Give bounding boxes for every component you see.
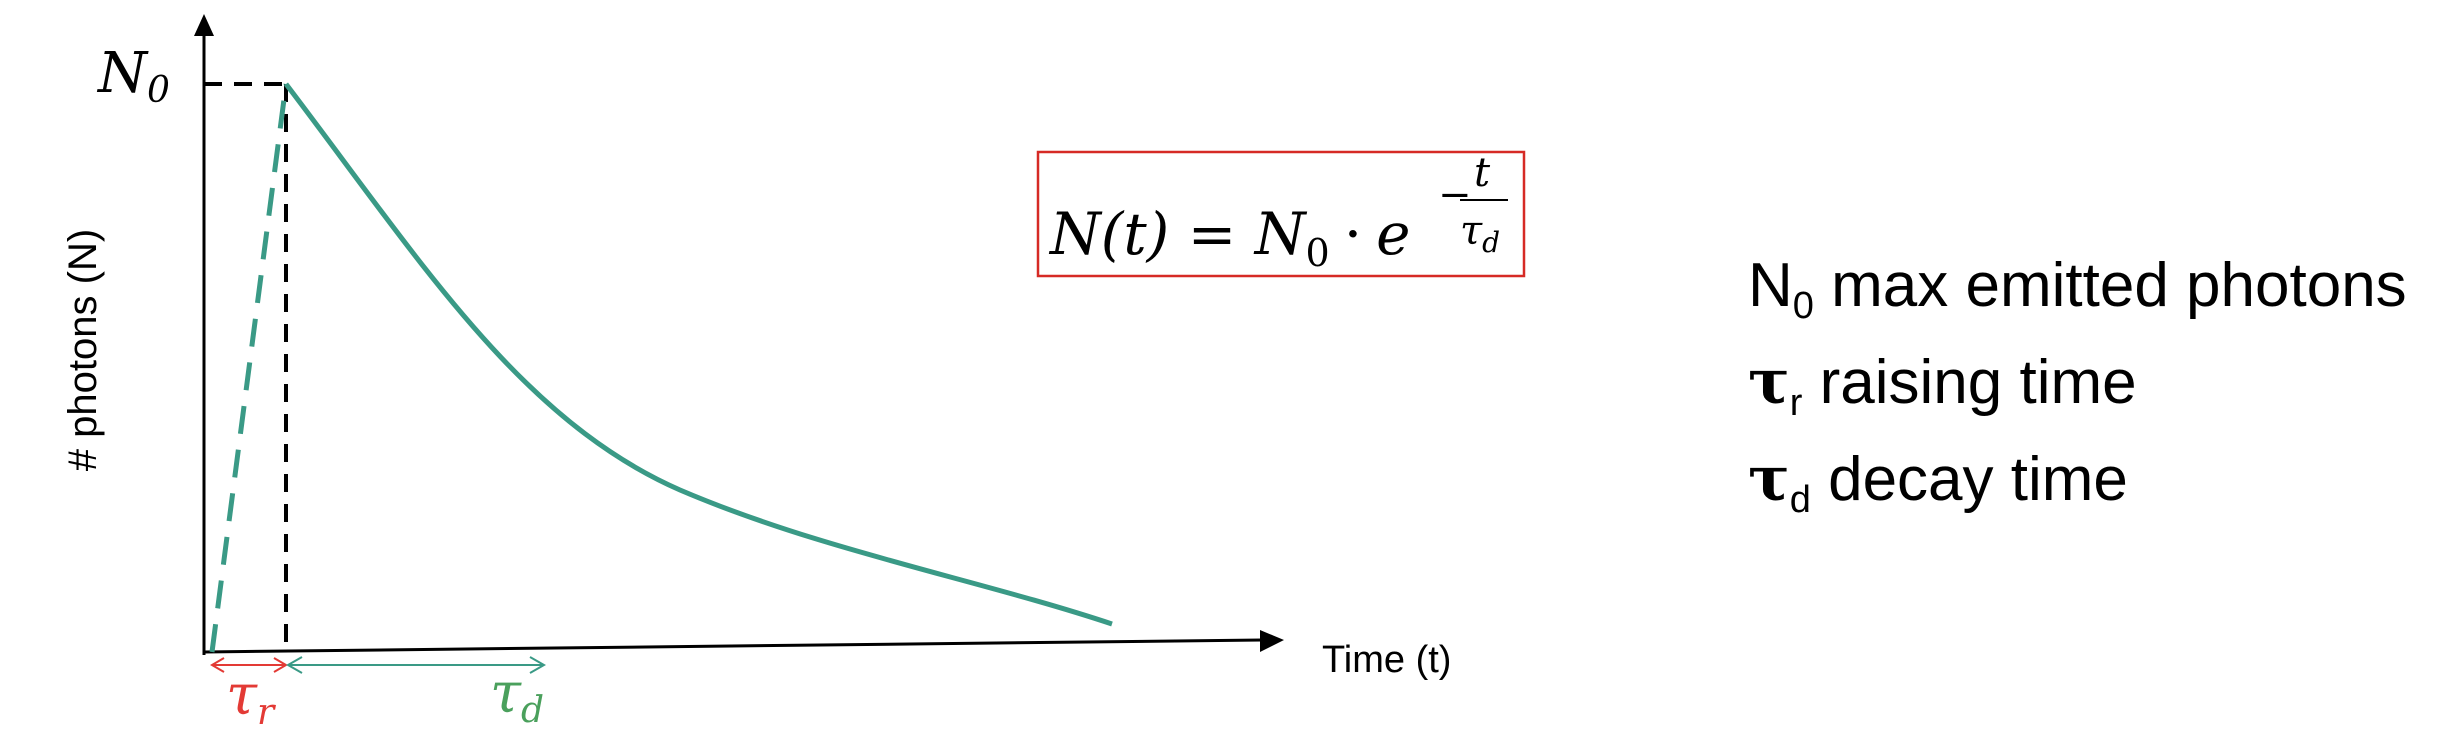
formula-exp-denominator: τd: [1460, 208, 1500, 259]
formula-exp-numerator: t: [1474, 150, 1491, 196]
rise-interval-left-arrow-icon: [210, 657, 225, 673]
legend-text: raising time: [1802, 348, 2137, 417]
peak-label-sub: 0: [147, 70, 170, 111]
legend-item-n0: N0 max emitted photons: [1748, 248, 2407, 344]
peak-label: N0: [96, 41, 170, 111]
legend-symbol-sub: 0: [1792, 285, 1814, 327]
formula-base: e: [1376, 200, 1410, 268]
rise-interval-label-sub: r: [257, 692, 276, 733]
legend-text: decay time: [1810, 445, 2128, 514]
y-axis-arrow-icon: [194, 14, 214, 36]
formula-dot: ·: [1344, 200, 1362, 268]
legend-text: max emitted photons: [1813, 251, 2407, 320]
rise-curve: [209, 83, 289, 653]
legend-symbol: τ: [1748, 345, 1790, 418]
decay-curve: [284, 82, 1113, 627]
x-axis: [203, 638, 1263, 654]
legend-symbol-sub: d: [1789, 479, 1811, 521]
legend-symbol: N: [1748, 251, 1793, 320]
formula-n0-sub: 0: [1306, 231, 1330, 275]
legend-symbol-sub: r: [1789, 382, 1803, 424]
y-axis-label: # photons (N): [61, 229, 105, 471]
legend-item-tau-d: τd decay time: [1748, 441, 2407, 538]
formula-main: N(t) = N0 · e: [1048, 200, 1411, 275]
x-axis-label: Time (t): [1322, 639, 1451, 681]
x-axis-arrow-icon: [1260, 630, 1284, 652]
formula-exp-den-sub: d: [1482, 226, 1500, 259]
legend-item-tau-r: τr raising time: [1748, 344, 2407, 441]
legend: N0 max emitted photons τr raising time τ…: [1748, 248, 2407, 538]
legend-symbol: τ: [1748, 442, 1790, 515]
formula-exp-sign: −: [1438, 172, 1472, 218]
decay-interval-right-arrow-icon: [529, 656, 547, 674]
decay-interval-left-arrow-icon: [285, 656, 303, 674]
formula-box: [1036, 150, 1526, 278]
rise-interval-label: τr: [226, 663, 276, 733]
decay-interval-label: τd: [490, 661, 544, 731]
decay-interval-label-sub: d: [521, 690, 544, 731]
